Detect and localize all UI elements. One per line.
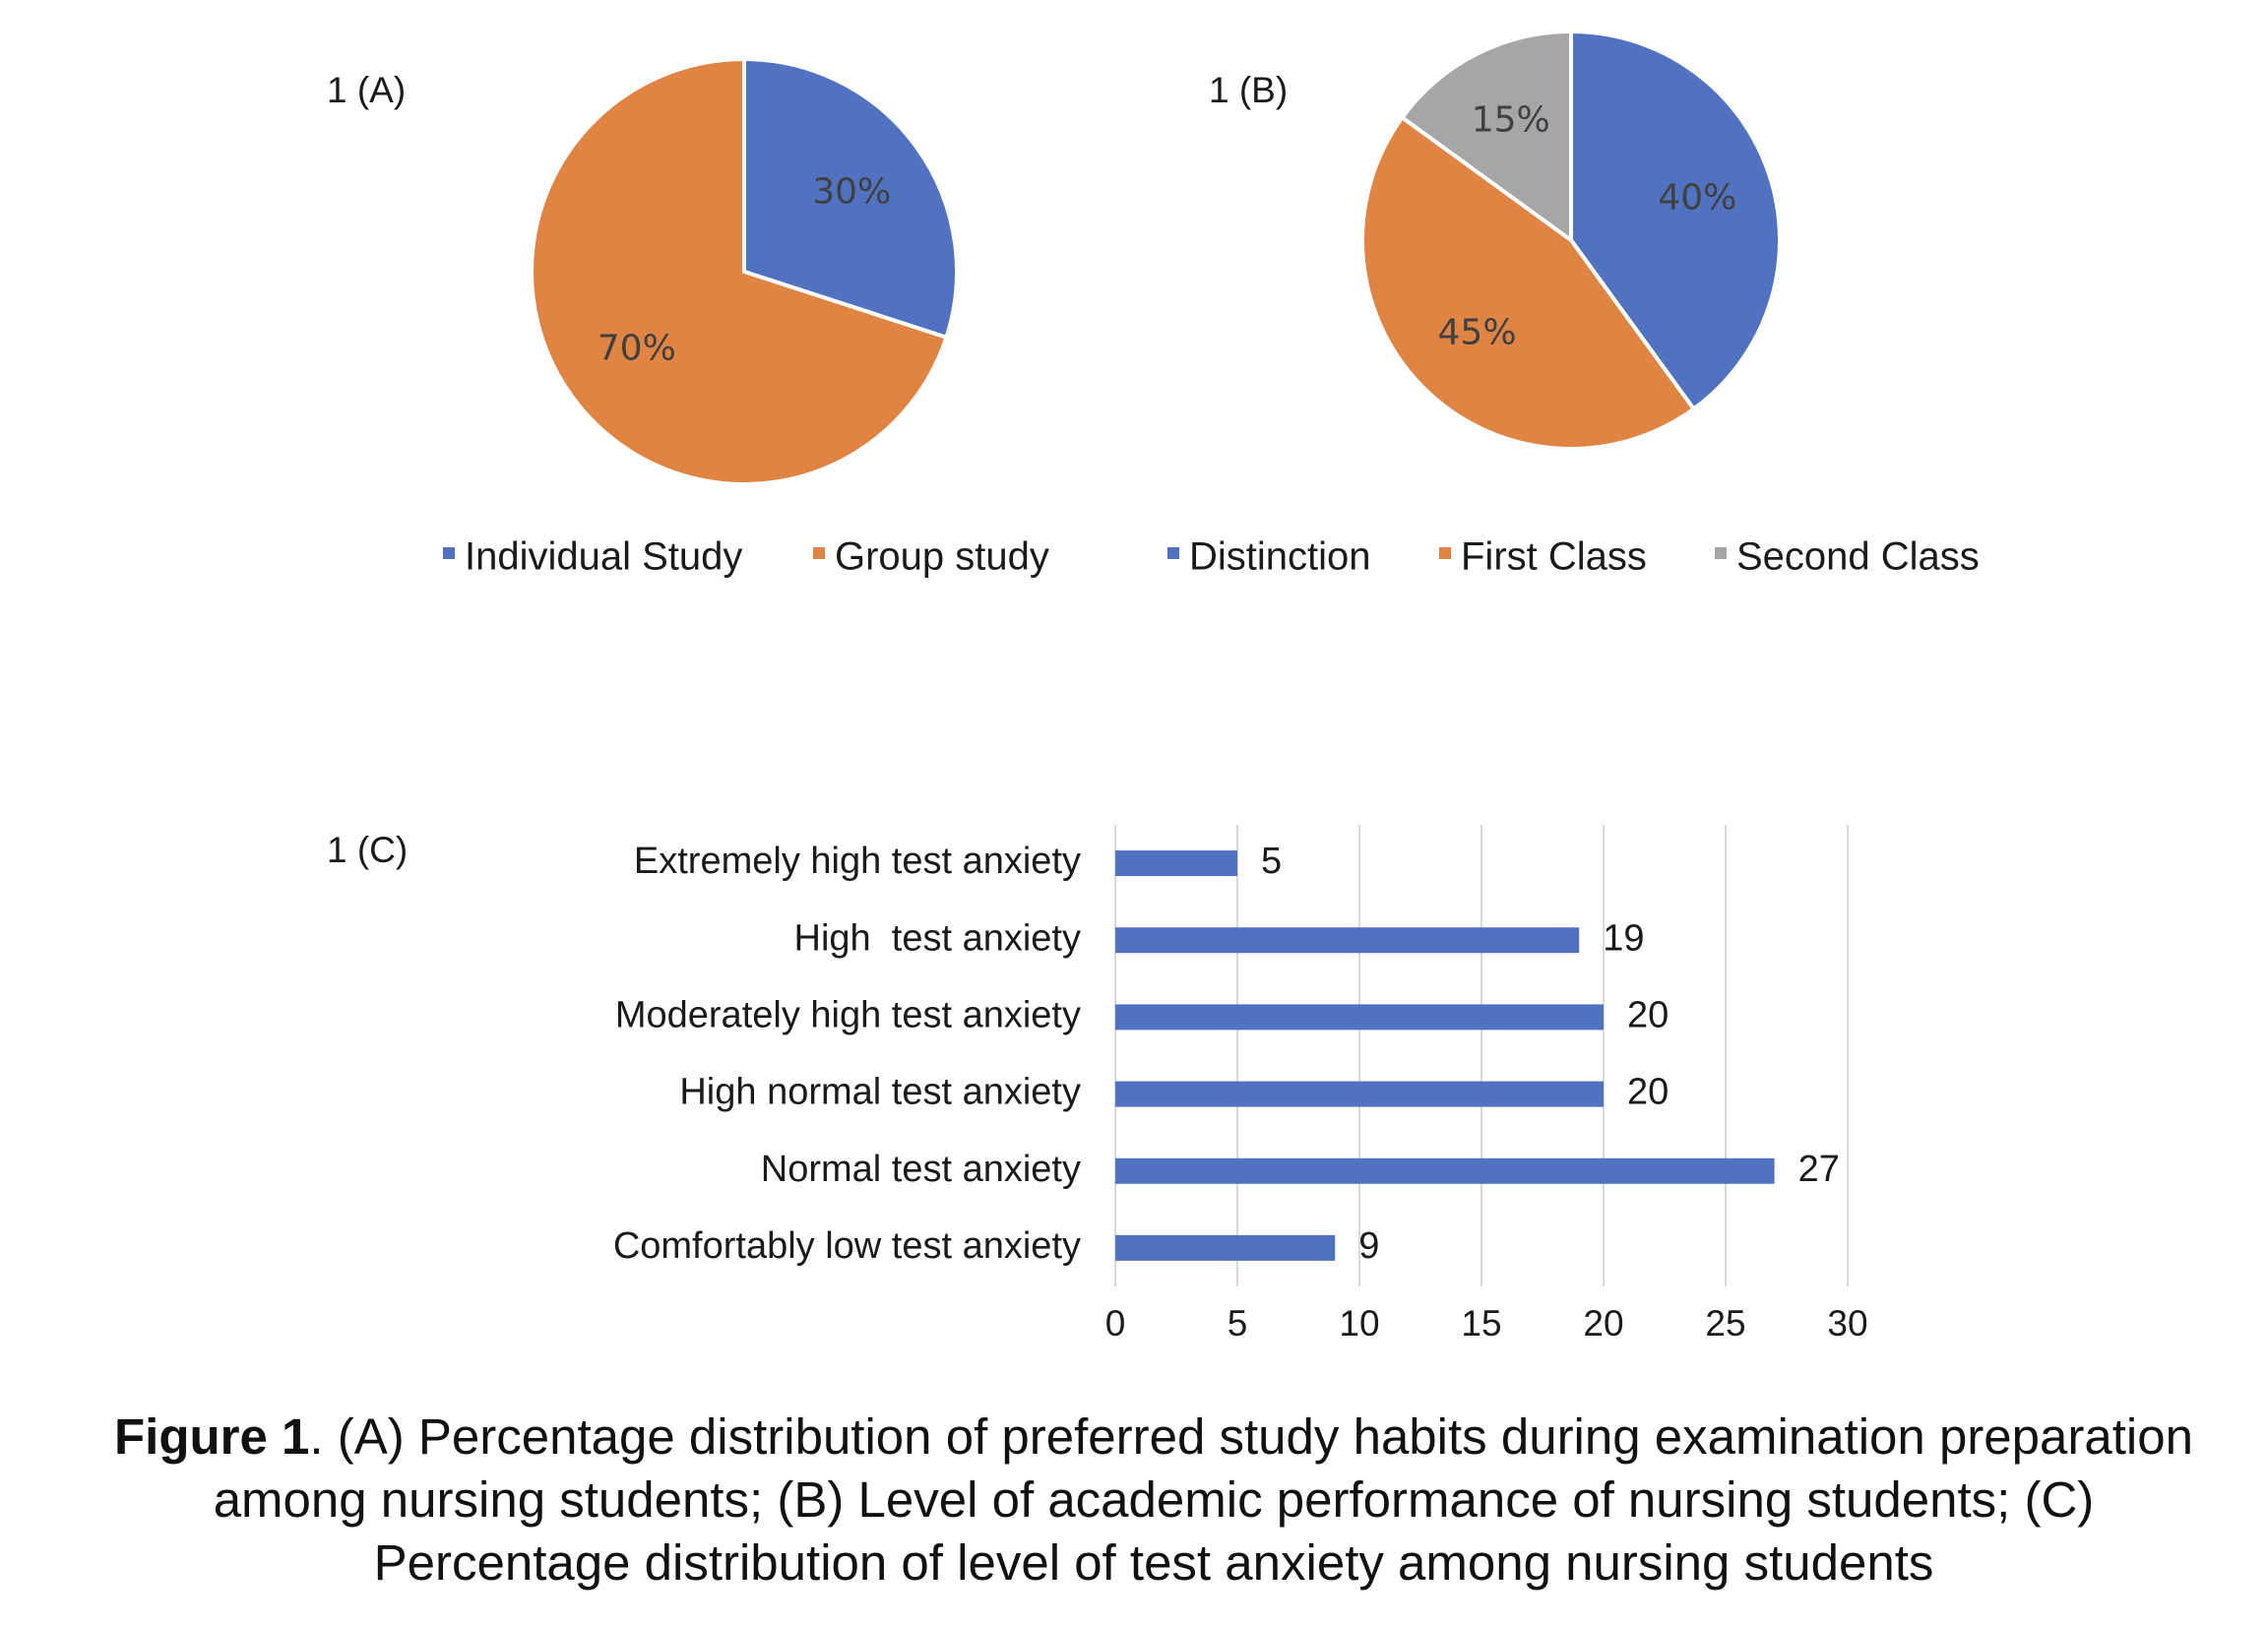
panel-b-label: 1 (B): [1209, 70, 1288, 110]
x-tick-label-25: 25: [1705, 1303, 1745, 1344]
legend-swatch-individual-study: [443, 547, 455, 559]
caption-line-2: among nursing students; (B) Level of aca…: [213, 1471, 2095, 1528]
bar-chart-test-anxiety: 0 5 10 15 20 25 30 Extremely high test anxiety 5…: [613, 825, 1868, 1344]
legend-swatch-second-class: [1715, 547, 1727, 559]
caption-line-1-text: . (A) Percentage distribution of preferr…: [309, 1408, 2193, 1465]
pie-data-label-individual-study: 30%: [812, 172, 891, 213]
category-label-comfortably-low-test-anxiety: Comfortably low test anxiety: [613, 1225, 1081, 1267]
caption-bold-label: Figure 1: [114, 1408, 310, 1465]
legend-label-individual-study: Individual Study: [465, 535, 742, 579]
legend-academic-performance: Distinction First Class Second Class: [1167, 535, 1980, 579]
bar-moderately-high-test-anxiety: [1115, 1004, 1604, 1031]
x-tick-label-10: 10: [1339, 1303, 1379, 1344]
pie-slice-second-class: [1399, 29, 1573, 244]
x-tick-label-0: 0: [1105, 1303, 1126, 1344]
pie-slice-first-class: [1360, 114, 1697, 451]
caption-line-3: Percentage distribution of level of test…: [373, 1534, 1934, 1591]
pie-slice-distinction: [1569, 29, 1782, 412]
pie-data-label-first-class: 45%: [1438, 312, 1517, 352]
panel-c-label: 1 (C): [327, 830, 408, 870]
category-label-normal-test-anxiety: Normal test anxiety: [761, 1149, 1081, 1190]
category-label-high-test-anxiety: High test anxiety: [794, 917, 1081, 959]
pie-data-label-distinction: 40%: [1658, 177, 1736, 218]
panel-a-label: 1 (A): [327, 70, 406, 110]
figure-caption: Figure 1. (A) Percentage distribution of…: [39, 1406, 2268, 1595]
pie-chart-academic-performance: 40% 45% 15%: [1360, 29, 1782, 451]
bar-extremely-high-test-anxiety: [1115, 850, 1237, 877]
pie-chart-study-habits: 30% 70%: [530, 56, 959, 486]
bar-comfortably-low-test-anxiety: [1115, 1234, 1336, 1261]
legend-swatch-distinction: [1167, 547, 1179, 559]
legend-label-second-class: Second Class: [1736, 535, 1980, 579]
bar-value-label-high-test-anxiety: 19: [1603, 917, 1644, 959]
bar-value-label-normal-test-anxiety: 27: [1798, 1149, 1840, 1190]
pie-data-label-group-study: 70%: [598, 328, 676, 368]
legend-swatch-first-class: [1439, 547, 1451, 559]
pie-slice-group-study: [530, 56, 949, 486]
legend-label-first-class: First Class: [1461, 535, 1647, 579]
bar-high-normal-test-anxiety: [1115, 1081, 1604, 1107]
legend-label-group-study: Group study: [835, 535, 1049, 579]
legend-label-distinction: Distinction: [1189, 535, 1371, 579]
caption-line-1: Figure 1. (A) Percentage distribution of…: [39, 1406, 2268, 1469]
bar-normal-test-anxiety: [1115, 1157, 1775, 1184]
bar-value-label-moderately-high-test-anxiety: 20: [1627, 994, 1669, 1035]
legend-swatch-group-study: [813, 547, 825, 559]
pie-data-label-second-class: 15%: [1472, 100, 1550, 141]
category-label-high-normal-test-anxiety: High normal test anxiety: [679, 1072, 1081, 1113]
category-label-extremely-high-test-anxiety: Extremely high test anxiety: [634, 841, 1081, 882]
x-tick-label-5: 5: [1228, 1303, 1248, 1344]
x-tick-label-15: 15: [1461, 1303, 1501, 1344]
legend-study-habits: Individual Study Group study: [443, 535, 1049, 579]
bar-value-label-extremely-high-test-anxiety: 5: [1261, 841, 1282, 882]
x-tick-label-20: 20: [1583, 1303, 1623, 1344]
bar-value-label-high-normal-test-anxiety: 20: [1627, 1072, 1669, 1113]
x-tick-label-30: 30: [1827, 1303, 1867, 1344]
bar-high-test-anxiety: [1115, 927, 1580, 954]
bar-value-label-comfortably-low-test-anxiety: 9: [1358, 1225, 1379, 1267]
pie-slice-individual-study: [742, 56, 959, 341]
category-label-moderately-high-test-anxiety: Moderately high test anxiety: [615, 994, 1081, 1035]
